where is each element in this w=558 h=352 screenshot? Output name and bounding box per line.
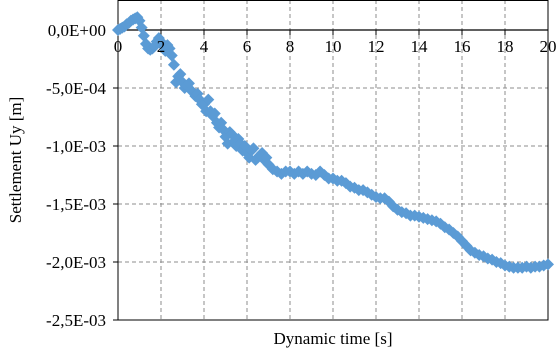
y-tick-label: -1,0E-03 (46, 137, 106, 156)
x-tick-label: 12 (368, 37, 385, 56)
y-axis-title: Settlement Uy [m] (6, 97, 25, 224)
y-tick-label: -2,5E-03 (46, 311, 106, 330)
y-tick-label: -5,0E-04 (46, 79, 106, 98)
x-tick-label: 18 (497, 37, 514, 56)
x-axis-title: Dynamic time [s] (274, 329, 393, 348)
y-tick-labels: 0,0E+00 -5,0E-04 -1,0E-03 -1,5E-03 -2,0E-03 -… (46, 21, 106, 330)
x-tick-label: 4 (200, 37, 209, 56)
data-point (208, 107, 221, 120)
x-tick-label: 6 (243, 37, 252, 56)
data-point (167, 58, 180, 71)
x-tick-label: 20 (540, 37, 557, 56)
data-point (542, 258, 554, 271)
x-tick-label: 8 (286, 37, 295, 56)
x-tick-label: 16 (454, 37, 471, 56)
y-tick-label: -1,5E-03 (46, 195, 106, 214)
x-tick-label: 10 (325, 37, 342, 56)
data-point (165, 49, 178, 62)
data-point (247, 142, 260, 155)
plot-frame (117, 0, 549, 321)
x-tick-labels: 0 2 4 6 8 10 12 14 16 18 20 (114, 37, 557, 56)
x-tick-label: 2 (157, 37, 166, 56)
y-tick-label: 0,0E+00 (48, 21, 106, 40)
data-point (202, 93, 215, 106)
data-points (112, 11, 554, 274)
x-tick-label: 14 (411, 37, 429, 56)
x-tick-label: 0 (114, 37, 123, 56)
y-tick-label: -2,0E-03 (46, 253, 106, 272)
